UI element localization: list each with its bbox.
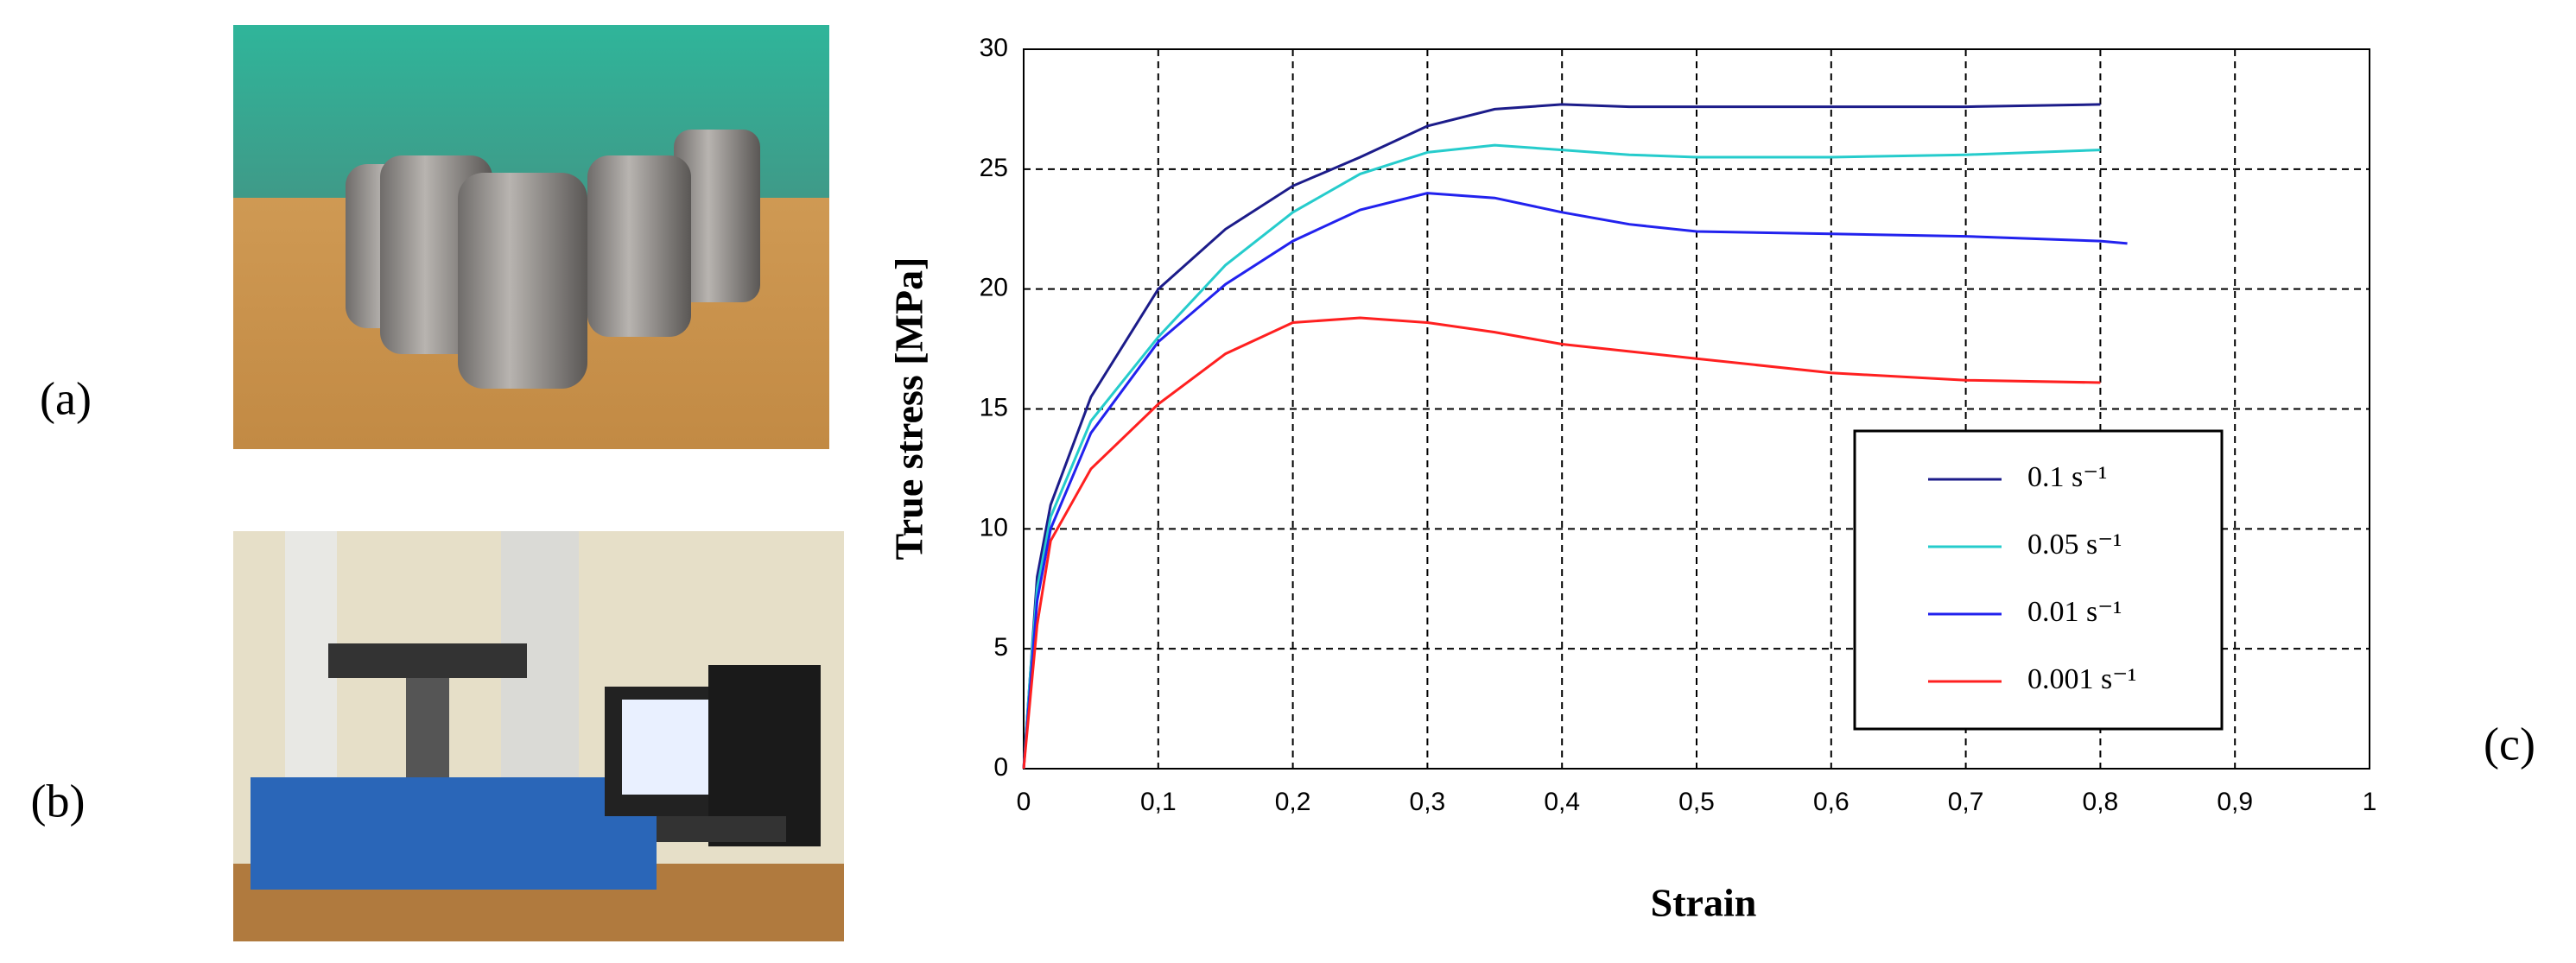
x-tick-label: 0,3: [1410, 788, 1446, 816]
legend-label: 0.1 s⁻¹: [2027, 461, 2107, 493]
legend-label: 0.01 s⁻¹: [2027, 596, 2122, 628]
x-tick-label: 1: [2363, 788, 2377, 816]
x-axis-label: Strain: [1651, 881, 1757, 925]
panel-label: (a): [40, 372, 92, 424]
x-tick-label: 0,5: [1678, 788, 1715, 816]
x-tick-label: 0,4: [1544, 788, 1580, 816]
legend-box: [1853, 429, 2224, 731]
panel-label: (c): [2484, 718, 2535, 770]
line-series: [1022, 103, 2101, 770]
y-tick-label: 15: [980, 393, 1008, 421]
panel-label: (b): [31, 775, 86, 827]
y-tick-label: 0: [993, 753, 1008, 782]
y-tick-label: 10: [980, 513, 1008, 542]
x-tick-label: 0,6: [1813, 788, 1850, 816]
y-axis-label: True stress [MPa]: [887, 257, 931, 561]
y-tick-label: 20: [980, 274, 1008, 302]
photo-specimens: [233, 25, 829, 449]
line-series: [1022, 143, 2101, 770]
line-series: [1022, 316, 2101, 770]
y-tick-label: 30: [980, 34, 1008, 62]
x-tick-label: 0,1: [1140, 788, 1177, 816]
x-tick-label: 0,9: [2217, 788, 2253, 816]
line-series: [1022, 192, 2128, 770]
x-tick-label: 0,2: [1275, 788, 1311, 816]
plot-frame: [1023, 48, 2370, 770]
x-tick-label: 0,8: [2083, 788, 2119, 816]
x-tick-label: 0: [1017, 788, 1031, 816]
legend-label: 0.001 s⁻¹: [2027, 663, 2136, 695]
y-tick-label: 5: [993, 633, 1008, 662]
photo-testing-machine: [233, 531, 844, 941]
legend-label: 0.05 s⁻¹: [2027, 529, 2122, 561]
y-tick-label: 25: [980, 154, 1008, 182]
x-tick-label: 0,7: [1948, 788, 1984, 816]
